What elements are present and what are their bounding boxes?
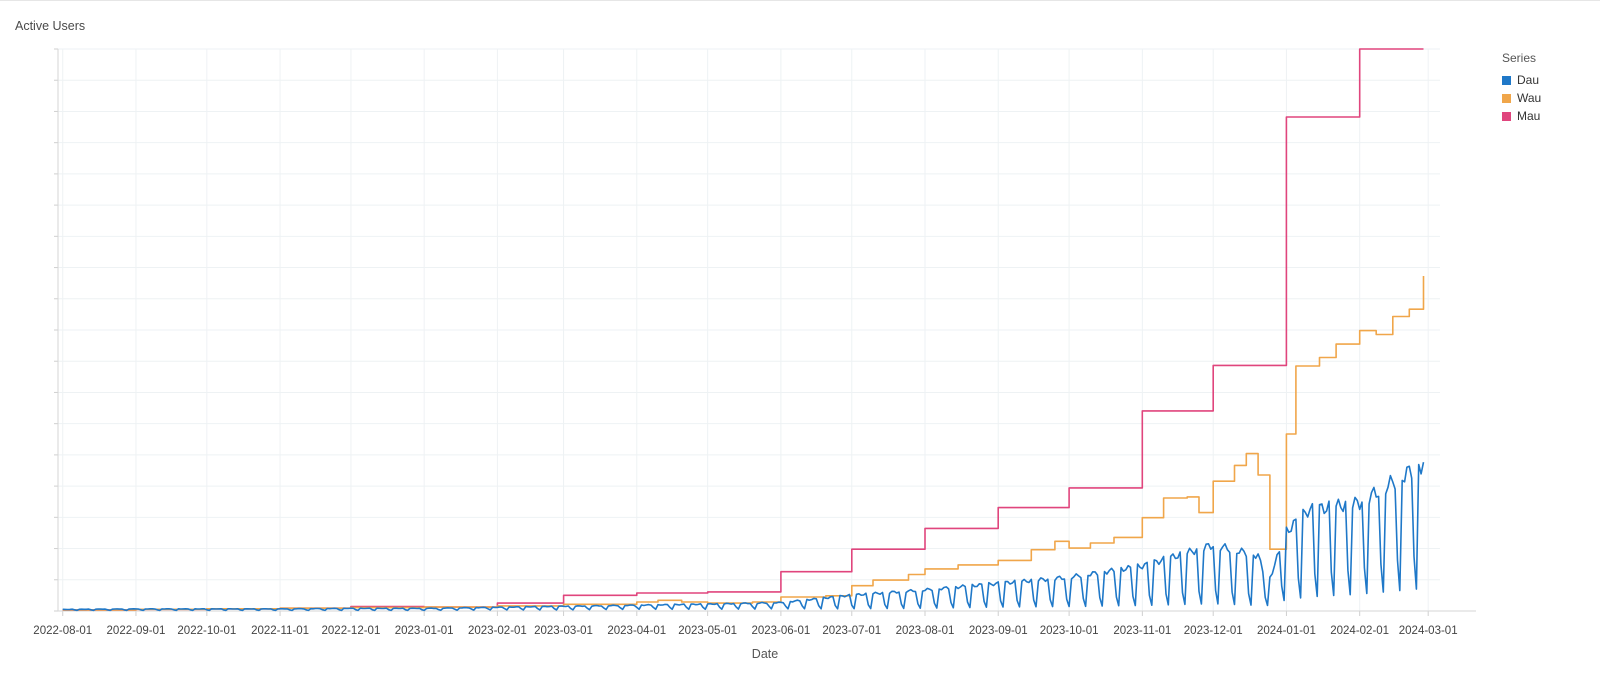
legend-title: Series — [1502, 51, 1537, 65]
legend: Series Dau Wau Mau — [1502, 51, 1541, 125]
x-tick-label: 2022-10-01 — [177, 625, 236, 637]
x-axis-label: Date — [751, 647, 779, 661]
x-tick-labels: 2022-08-01 2022-09-01 2022-10-01 2022-11-01… — [33, 625, 1457, 637]
legend-swatch-dau — [1502, 75, 1511, 85]
x-tick-label: 2023-05-01 — [678, 625, 737, 637]
legend-label-mau: Mau — [1517, 109, 1541, 123]
x-tick-label: 2024-01-01 — [1257, 625, 1316, 637]
series-line-wau — [62, 276, 1425, 611]
x-tick-label: 2022-11-01 — [251, 625, 309, 637]
series-lines — [62, 48, 1425, 612]
x-tick-label: 2023-01-01 — [395, 625, 454, 637]
x-tick-label: 2022-12-01 — [322, 625, 381, 637]
axes — [54, 48, 1476, 616]
legend-swatch-mau — [1502, 111, 1511, 121]
legend-item-mau[interactable]: Mau — [1502, 107, 1541, 125]
series-line-dau — [62, 462, 1425, 612]
x-tick-label: 2022-09-01 — [107, 625, 166, 637]
x-tick-label: 2023-06-01 — [751, 625, 810, 637]
x-tick-label: 2023-02-01 — [468, 625, 527, 637]
chart-title: Active Users — [15, 19, 86, 33]
x-tick-label: 2022-08-01 — [33, 625, 92, 637]
series-line-mau — [62, 48, 1424, 611]
x-tick-label: 2023-03-01 — [534, 625, 593, 637]
legend-item-wau[interactable]: Wau — [1502, 89, 1541, 107]
top-border — [0, 0, 1600, 1]
x-tick-label: 2023-11-01 — [1113, 625, 1171, 637]
gridlines — [58, 48, 1440, 612]
legend-label-wau: Wau — [1517, 91, 1542, 105]
legend-label-dau: Dau — [1517, 73, 1540, 87]
legend-item-dau[interactable]: Dau — [1502, 71, 1541, 89]
legend-swatch-wau — [1502, 93, 1511, 103]
x-tick-label: 2023-04-01 — [607, 625, 666, 637]
x-tick-label: 2023-09-01 — [969, 625, 1028, 637]
x-tick-label: 2023-10-01 — [1040, 625, 1099, 637]
x-tick-label: 2023-12-01 — [1184, 625, 1243, 637]
x-tick-label: 2024-02-01 — [1330, 625, 1389, 637]
x-tick-label: 2023-08-01 — [896, 625, 955, 637]
x-tick-label: 2024-03-01 — [1399, 625, 1458, 637]
x-tick-label: 2023-07-01 — [822, 625, 881, 637]
